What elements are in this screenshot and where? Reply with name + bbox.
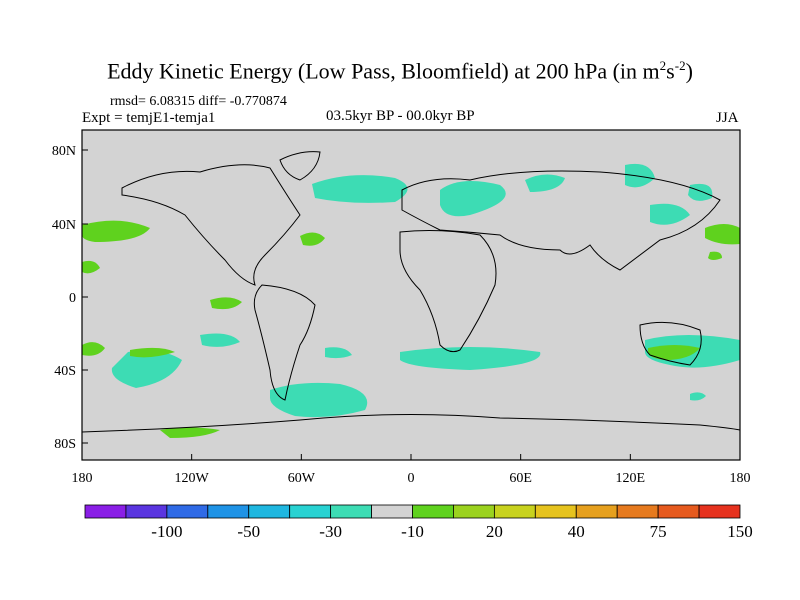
lon-tick-label: 120W <box>175 471 210 486</box>
anomaly-patch <box>625 163 655 188</box>
lon-tick-label: 180 <box>730 471 751 486</box>
anomaly-patch <box>440 181 506 217</box>
colorbar-swatch <box>125 504 168 519</box>
colorbar-label: 20 <box>486 522 503 541</box>
anomaly-patch <box>708 251 722 260</box>
expt-line: Expt = temjE1-temja1 <box>82 110 216 126</box>
anomaly-patch <box>400 347 541 370</box>
colorbar-swatch <box>493 504 536 519</box>
title-sup1: 2 <box>659 58 667 73</box>
colorbar: -100 -50 -30 -10 20 40 75 150 <box>84 504 753 541</box>
lat-tick-label: 0 <box>69 291 76 306</box>
colorbar-swatch <box>657 504 700 519</box>
title-sup2: -2 <box>674 58 686 73</box>
latitude-axis: 80N 40N 0 40S 80S <box>52 144 88 452</box>
colorbar-swatch <box>330 504 372 519</box>
period-line: 03.5kyr BP - 00.0kyr BP <box>326 108 475 124</box>
anomaly-patch <box>111 350 182 388</box>
colorbar-label: -100 <box>151 522 182 541</box>
colorbar-swatch <box>371 504 413 519</box>
title-mid: s <box>666 58 675 84</box>
anomaly-patch <box>690 392 706 401</box>
colorbar-label: 75 <box>650 522 667 541</box>
colorbar-swatch <box>248 504 291 519</box>
anomaly-patch <box>648 345 700 360</box>
colorbar-swatch <box>616 504 659 519</box>
season-label: JJA <box>716 110 739 126</box>
colorbar-swatch <box>575 504 618 519</box>
colorbar-label: 40 <box>568 522 585 541</box>
anomaly-patch <box>82 220 150 242</box>
coast-north-america <box>121 164 301 286</box>
anomaly-patch <box>200 333 240 347</box>
colorbar-swatch <box>698 504 741 519</box>
colorbar-swatch <box>534 504 577 519</box>
lat-tick-label: 80N <box>52 144 76 159</box>
coast-africa <box>399 230 497 353</box>
colorbar-label: -30 <box>319 522 342 541</box>
lat-tick-label: 80S <box>54 437 76 452</box>
coastlines <box>81 151 741 433</box>
anomaly-patches <box>82 163 740 438</box>
anomaly-patch <box>270 382 368 418</box>
anomaly-patch <box>82 260 100 274</box>
anomaly-patch <box>160 427 220 438</box>
title-end: ) <box>685 58 693 84</box>
colorbar-swatch <box>289 504 332 519</box>
anomaly-patch <box>705 224 740 245</box>
colorbar-swatch <box>207 504 250 519</box>
title-text: Eddy Kinetic Energy (Low Pass, Bloomfiel… <box>107 58 660 84</box>
colorbar-swatch <box>453 504 495 519</box>
longitude-axis: 180 120W 60W 0 60E 120E 180 <box>72 454 751 486</box>
anomaly-patch <box>688 183 713 201</box>
coast-australia <box>639 321 702 366</box>
lon-tick-label: 120E <box>616 471 646 486</box>
colorbar-label: -50 <box>237 522 260 541</box>
anomaly-patch <box>325 347 352 359</box>
anomaly-patch <box>300 232 325 246</box>
lon-tick-label: 0 <box>408 471 415 486</box>
coast-eurasia <box>401 170 721 271</box>
lon-tick-label: 60E <box>509 471 532 486</box>
colorbar-swatch <box>166 504 209 519</box>
anomaly-patch <box>82 342 105 356</box>
coast-south-america <box>253 284 316 401</box>
lat-tick-label: 40S <box>54 364 76 379</box>
lon-tick-label: 180 <box>72 471 93 486</box>
colorbar-label: 150 <box>727 522 753 541</box>
anomaly-patch <box>650 203 690 225</box>
anomaly-patch <box>130 347 175 358</box>
anomaly-patch <box>312 175 408 203</box>
anomaly-patch <box>525 174 565 192</box>
coast-greenland <box>279 151 321 181</box>
colorbar-swatch <box>412 504 454 519</box>
anomaly-patch <box>210 297 242 310</box>
colorbar-swatch <box>84 504 127 519</box>
chart-title: Eddy Kinetic Energy (Low Pass, Bloomfiel… <box>0 58 800 84</box>
lon-tick-label: 60W <box>288 471 316 486</box>
colorbar-label: -10 <box>401 522 424 541</box>
stats-line: rmsd= 6.08315 diff= -0.770874 <box>110 94 287 109</box>
lat-tick-label: 40N <box>52 218 76 233</box>
coast-antarctica <box>81 413 741 433</box>
